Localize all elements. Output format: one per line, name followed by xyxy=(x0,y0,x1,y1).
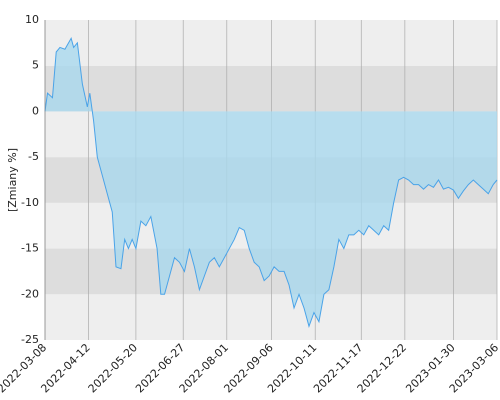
grid-band xyxy=(45,65,497,112)
y-tick-label: 10 xyxy=(25,13,39,26)
y-tick-label: -10 xyxy=(21,196,39,209)
x-tick-label: 2022-05-20 xyxy=(86,341,140,395)
y-tick-label: 5 xyxy=(32,59,39,72)
grid-band xyxy=(45,294,497,340)
series-line xyxy=(44,36,498,328)
y-tick-label: 0 xyxy=(32,104,39,117)
y-tick-label: -15 xyxy=(21,242,39,255)
y-tick-label: -5 xyxy=(28,150,39,163)
y-axis-label: [Zmiany %] xyxy=(6,148,19,212)
y-tick-label: -25 xyxy=(21,333,39,346)
y-tick-label: -20 xyxy=(21,287,39,300)
grid-band xyxy=(45,20,497,66)
